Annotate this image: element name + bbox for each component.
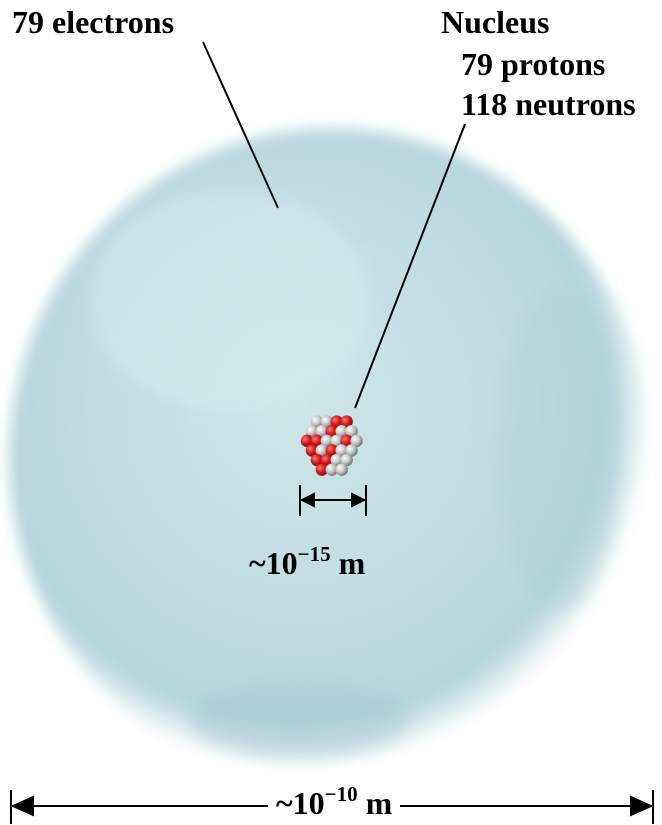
cloud-shade-bottom — [190, 680, 410, 760]
neutron — [305, 425, 319, 438]
neutron — [340, 453, 353, 467]
neutron — [345, 425, 358, 438]
proton — [305, 444, 319, 457]
atom-size-unit: m — [357, 785, 393, 821]
cloud-shade-right — [500, 290, 620, 610]
proton — [300, 434, 314, 448]
neutron — [335, 444, 348, 457]
neutron — [330, 434, 343, 448]
neutrons-label: 118 neutrons — [461, 86, 636, 122]
neutron — [330, 453, 343, 467]
nucleus-size-arrow — [299, 485, 367, 516]
neutron — [315, 425, 329, 438]
nucleus-leader-line — [354, 123, 466, 409]
atom-size-prefix: ~10 — [276, 785, 325, 821]
proton — [325, 425, 338, 438]
protons-label: 79 protons — [461, 46, 606, 82]
proton — [340, 415, 353, 428]
neutron — [350, 434, 363, 448]
proton — [330, 415, 343, 428]
neutron — [345, 444, 358, 457]
nucleus-size-exponent: −15 — [297, 542, 331, 566]
neutron — [335, 425, 348, 438]
proton — [315, 463, 329, 476]
cloud-highlight — [90, 190, 370, 410]
neutron — [335, 463, 348, 476]
nucleus-size-prefix: ~10 — [249, 545, 298, 581]
neutron — [325, 463, 338, 476]
nucleus-size-label: ~10−15 m — [249, 544, 366, 581]
neutron — [320, 415, 333, 428]
neutron — [310, 415, 324, 428]
proton — [340, 434, 353, 448]
electrons-label: 79 electrons — [12, 4, 175, 40]
nucleus-title-label: Nucleus — [441, 4, 550, 40]
proton — [325, 444, 338, 457]
proton — [310, 434, 324, 448]
proton — [310, 453, 324, 467]
atom-size-exponent: −10 — [324, 782, 358, 806]
neutron — [320, 434, 333, 448]
nucleus — [300, 415, 363, 476]
atom-size-label: ~10−10 m — [268, 784, 401, 821]
neutron — [315, 444, 329, 457]
nucleus-size-unit: m — [330, 545, 366, 581]
electrons-leader-line — [202, 41, 279, 209]
proton — [320, 453, 333, 467]
